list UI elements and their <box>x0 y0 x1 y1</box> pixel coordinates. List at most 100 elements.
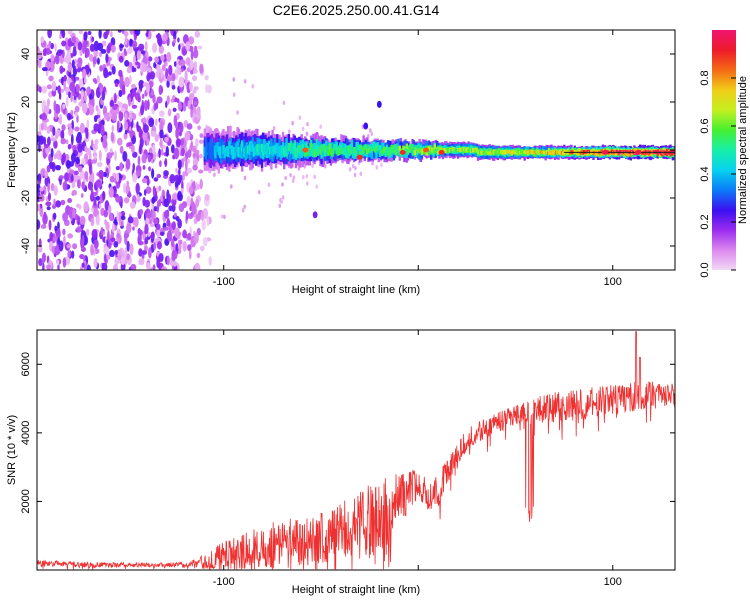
noise-blob <box>243 175 247 181</box>
noise-blob <box>232 77 236 82</box>
noise-blob <box>305 131 309 136</box>
bottom-y-axis-label: SNR (10 * v/v) <box>6 415 18 485</box>
noise-blob <box>131 40 138 49</box>
ridge-cell <box>323 148 327 156</box>
noise-blob <box>117 30 122 33</box>
noise-blob <box>192 180 196 190</box>
noise-blob <box>164 158 168 168</box>
noise-blob <box>118 211 122 223</box>
noise-blob <box>141 177 148 184</box>
ridge-cell <box>623 151 627 156</box>
ridge-cell <box>355 151 358 157</box>
noise-blob <box>88 53 94 62</box>
noise-blob <box>313 174 317 180</box>
noise-blob <box>158 252 164 263</box>
noise-blob <box>108 162 111 174</box>
noise-blob <box>199 133 204 139</box>
noise-blob <box>103 67 109 79</box>
noise-blob <box>46 164 51 173</box>
noise-blob <box>158 45 164 54</box>
noise-blob <box>86 119 90 129</box>
noise-blob <box>148 218 153 224</box>
noise-blob <box>200 211 204 221</box>
noise-blob <box>118 55 124 63</box>
noise-blob <box>166 95 170 105</box>
noise-blob <box>143 245 148 252</box>
noise-blob <box>179 59 186 67</box>
noise-blob <box>102 138 108 149</box>
noise-blob <box>138 248 143 257</box>
noise-blob <box>124 76 130 88</box>
ridge-cell <box>207 142 210 154</box>
noise-blob <box>81 42 86 54</box>
noise-blob <box>123 121 129 131</box>
noise-blob <box>75 156 80 165</box>
noise-blob <box>38 258 43 267</box>
noise-blob <box>191 75 198 82</box>
noise-blob <box>122 150 128 162</box>
ridge-cell <box>383 146 386 152</box>
noise-blob <box>79 215 86 226</box>
noise-blob <box>130 83 137 89</box>
noise-blob <box>142 165 146 170</box>
noise-blob <box>369 128 372 133</box>
ridge-cell <box>305 143 308 150</box>
noise-blob <box>59 33 62 40</box>
noise-blob <box>129 30 134 36</box>
noise-blob <box>37 134 41 143</box>
noise-blob <box>109 175 115 183</box>
noise-blob <box>42 67 48 72</box>
noise-blob <box>172 260 178 267</box>
colorbar-tick-label: 0.4 <box>699 166 711 181</box>
noise-blob <box>161 266 168 270</box>
noise-blob <box>178 203 185 213</box>
noise-blob <box>110 131 115 143</box>
snr-series-layer <box>37 331 675 570</box>
noise-blob <box>144 237 149 245</box>
noise-blob <box>79 122 85 134</box>
noise-blob <box>173 31 177 36</box>
noise-blob <box>64 172 70 182</box>
noise-blob <box>130 263 137 270</box>
noise-blob <box>141 50 145 55</box>
noise-blob <box>135 61 140 66</box>
ridge-cell <box>350 145 354 151</box>
noise-blob <box>100 226 104 236</box>
noise-blob <box>196 227 201 236</box>
noise-blob <box>66 112 72 121</box>
noise-blob <box>44 47 47 57</box>
noise-blob <box>141 153 147 164</box>
noise-blob <box>192 157 198 167</box>
noise-blob <box>206 84 212 94</box>
noise-blob <box>165 68 169 80</box>
ridge-cell <box>228 141 231 153</box>
noise-blob <box>119 162 124 172</box>
noise-blob <box>131 65 135 73</box>
ridge-cell <box>358 151 362 157</box>
noise-blob <box>95 214 100 226</box>
noise-blob <box>53 185 58 196</box>
noise-blob <box>182 171 186 181</box>
noise-blob <box>171 221 176 230</box>
noise-blob <box>46 98 50 107</box>
top-y-axis: -40 -20 0 20 40 <box>20 48 675 254</box>
noise-blob <box>136 121 139 130</box>
noise-blob <box>81 234 85 247</box>
noise-blob <box>60 88 64 93</box>
noise-blob <box>175 167 178 173</box>
noise-blob <box>67 233 74 239</box>
noise-blob <box>98 120 102 131</box>
ridge-cell <box>236 141 239 152</box>
noise-blob <box>152 144 156 154</box>
noise-blob <box>71 189 78 196</box>
noise-blob <box>156 258 161 269</box>
noise-blob <box>107 230 110 242</box>
noise-blob <box>181 147 185 157</box>
noise-blob <box>106 44 111 54</box>
ridge-cell <box>419 147 422 152</box>
noise-blob <box>94 138 99 145</box>
noise-blob <box>77 143 84 153</box>
spectrogram-panel: -100 100 -40 -20 0 20 40 Height of straight l… <box>6 29 676 296</box>
noise-blob <box>41 252 47 263</box>
noise-blob <box>40 36 45 44</box>
